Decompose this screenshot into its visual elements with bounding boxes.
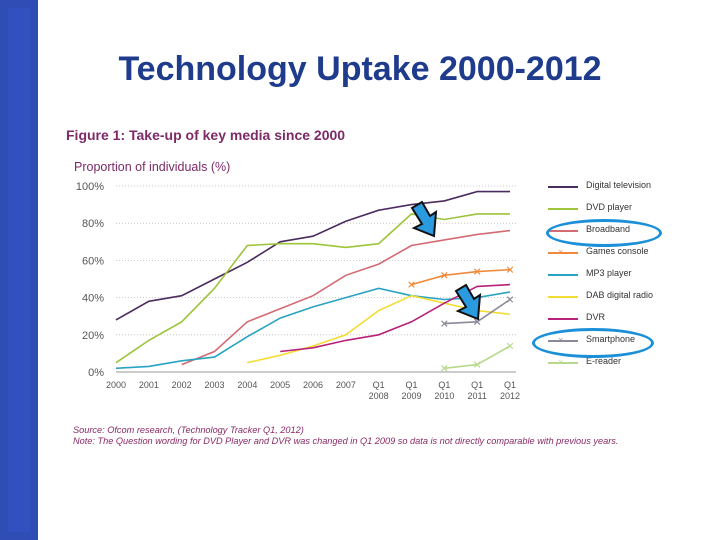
series-line <box>115 287 511 370</box>
legend-label: E-reader <box>586 356 622 366</box>
data-point-marker <box>408 281 415 288</box>
x-tick-label: Q1 <box>373 380 385 390</box>
x-tick-label: Q1 <box>405 380 417 390</box>
chart-source-notes: Source: Ofcom research, (Technology Trac… <box>73 425 618 447</box>
y-tick-label: 60% <box>82 255 104 267</box>
slide-left-bar-inner <box>8 8 30 532</box>
legend-swatch <box>548 274 578 276</box>
legend-label: DVD player <box>586 202 633 212</box>
legend-item: × E-reader <box>548 356 698 370</box>
x-tick-label: Q1 <box>438 380 450 390</box>
highlight-ellipse-broadband <box>546 219 662 247</box>
legend-swatch <box>548 318 578 320</box>
y-tick-label: 40% <box>82 293 104 305</box>
legend-swatch <box>548 296 578 298</box>
x-tick-label: 2007 <box>336 380 356 390</box>
data-point-marker <box>506 296 514 303</box>
x-tick-label: 2012 <box>500 391 520 401</box>
callout-arrow-icon <box>454 283 482 321</box>
data-point-marker <box>506 266 514 273</box>
legend-item: MP3 player <box>548 268 698 282</box>
legend-item: Digital television <box>548 180 698 194</box>
x-tick-label: 2005 <box>270 380 290 390</box>
series-line <box>280 283 511 353</box>
x-tick-label: Q1 <box>504 380 516 390</box>
x-tick-label: 2009 <box>401 391 421 401</box>
data-point-marker <box>473 268 481 275</box>
data-point-marker <box>441 320 448 327</box>
legend-swatch <box>548 208 578 210</box>
legend-label: Games console <box>586 246 649 256</box>
highlight-ellipse-smartphone <box>532 328 654 358</box>
source-note: Source: Ofcom research, (Technology Trac… <box>73 425 304 435</box>
y-tick-label: 80% <box>82 218 104 230</box>
x-tick-label: 2001 <box>139 380 159 390</box>
data-point-marker <box>473 318 481 326</box>
y-tick-label: 0% <box>88 367 104 379</box>
legend-label: DVR <box>586 312 606 322</box>
legend-label: Digital television <box>586 180 652 190</box>
legend-marker-icon: × <box>558 357 564 367</box>
series-line <box>115 213 510 364</box>
series-line <box>115 190 510 321</box>
callout-arrow-icon <box>410 200 438 238</box>
slide-left-bar <box>0 0 38 540</box>
x-tick-label: Q1 <box>471 380 483 390</box>
wording-note: Note: The Question wording for DVD Playe… <box>73 436 619 446</box>
legend-swatch <box>548 362 578 364</box>
y-tick-label: 20% <box>82 330 104 342</box>
figure-title: Figure 1: Take-up of key media since 200… <box>66 127 346 143</box>
series-line <box>411 268 511 286</box>
legend-item: × Games console <box>548 246 698 260</box>
y-axis-label: Proportion of individuals (%) <box>74 160 231 174</box>
legend-swatch <box>548 252 578 254</box>
x-tick-label: 2003 <box>204 380 224 390</box>
legend-swatch <box>548 186 578 188</box>
x-tick-label: 2006 <box>303 380 323 390</box>
x-tick-label: 2010 <box>434 391 454 401</box>
x-tick-label: 2004 <box>237 380 257 390</box>
data-point-marker <box>506 342 514 350</box>
data-point-marker <box>441 272 448 279</box>
y-tick-label: 100% <box>76 181 104 193</box>
legend-item: DAB digital radio <box>548 290 698 304</box>
legend-label: MP3 player <box>586 268 632 278</box>
x-tick-label: 2011 <box>467 391 486 401</box>
legend-item: DVD player <box>548 202 698 216</box>
legend-marker-icon: × <box>558 247 564 257</box>
data-point-marker <box>473 361 481 368</box>
data-point-marker <box>441 365 448 372</box>
x-tick-label: 2008 <box>369 391 389 401</box>
slide-title: Technology Uptake 2000-2012 <box>118 50 602 88</box>
legend-item: DVR <box>548 312 698 326</box>
legend-label: DAB digital radio <box>586 290 654 300</box>
series-line <box>181 229 511 366</box>
x-tick-label: 2000 <box>106 380 126 390</box>
x-tick-label: 2002 <box>172 380 192 390</box>
